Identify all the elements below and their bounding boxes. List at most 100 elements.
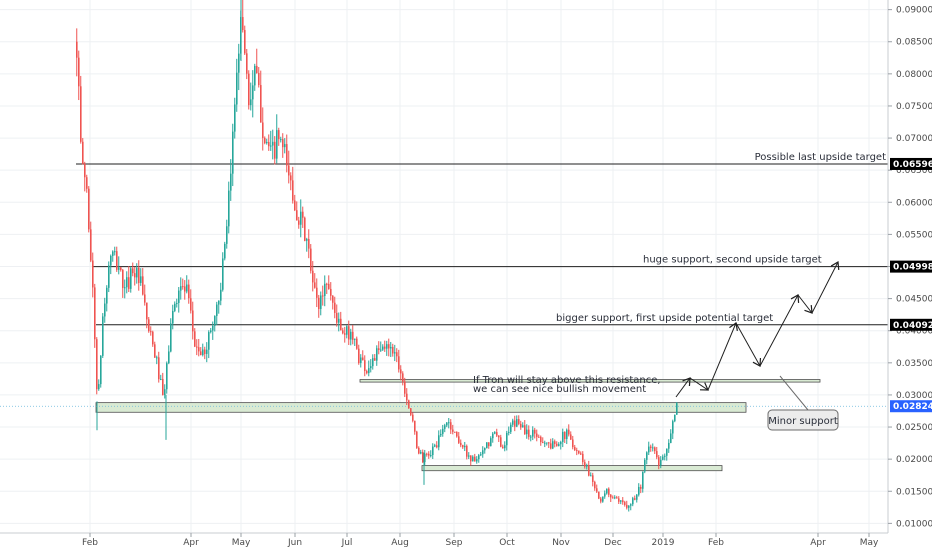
candle (434, 443, 436, 448)
candle-body (514, 420, 516, 427)
candle (510, 422, 512, 435)
candle-body (312, 270, 314, 283)
candle-body (254, 65, 256, 86)
candle-body (608, 488, 610, 495)
candle-body (402, 373, 404, 382)
candle (508, 426, 510, 436)
candle (110, 254, 112, 275)
candle (416, 430, 418, 449)
candle-body (388, 344, 390, 349)
candle (298, 216, 300, 229)
candle-body (668, 442, 670, 449)
candle (88, 186, 90, 233)
candle (330, 282, 332, 301)
candle (208, 330, 210, 359)
candle-body (356, 338, 358, 349)
candle (132, 262, 134, 277)
candle-body (452, 429, 454, 432)
candle-body (394, 352, 396, 354)
candle (538, 434, 540, 438)
candle (506, 430, 508, 451)
candle (142, 268, 144, 296)
candle-body (130, 268, 132, 289)
candle-body (604, 493, 606, 497)
candle-body (168, 351, 170, 364)
candle-body (448, 422, 450, 424)
candle (296, 201, 298, 221)
candle-body (296, 210, 298, 221)
candle (80, 75, 82, 144)
candle-body (308, 238, 310, 249)
candle (310, 244, 312, 274)
candle (584, 459, 586, 469)
minor-support-label: Minor support (768, 416, 838, 427)
candle-body (532, 429, 534, 437)
candle (248, 70, 250, 110)
candle (412, 412, 414, 423)
candle-body (470, 455, 472, 462)
candle-body (408, 400, 410, 409)
candle (440, 429, 442, 438)
candle-body (556, 443, 558, 446)
candle (282, 133, 284, 158)
candle (336, 304, 338, 327)
candle (176, 298, 178, 308)
candle-body (476, 459, 478, 462)
candle (432, 443, 434, 460)
candle-body (96, 339, 98, 390)
candle (268, 134, 270, 151)
candle (640, 484, 642, 494)
candle (308, 229, 310, 259)
candle (108, 261, 110, 293)
level-value-label-bg (890, 260, 932, 273)
candle-body (138, 267, 140, 283)
candle-body (224, 243, 226, 259)
candle-body (252, 85, 254, 100)
candle (290, 172, 292, 191)
candle (178, 287, 180, 313)
candle (404, 377, 406, 398)
candle (174, 301, 176, 313)
candle-body (428, 453, 430, 456)
candle-body (616, 497, 618, 499)
candle (140, 268, 142, 286)
candle-body (100, 355, 102, 385)
candle-body (234, 104, 236, 132)
candle-body (440, 433, 442, 436)
candle (358, 344, 360, 365)
candle (598, 491, 600, 500)
candle (660, 456, 662, 469)
candle (618, 496, 620, 504)
candle-body (562, 431, 564, 442)
candle (116, 246, 118, 272)
candle (428, 451, 430, 459)
candle-body (280, 139, 282, 141)
candle (536, 429, 538, 442)
candle (306, 237, 308, 252)
candle-body (590, 475, 592, 477)
candle (84, 161, 86, 192)
candle (634, 495, 636, 501)
candle (534, 427, 536, 439)
candle-body (264, 137, 266, 144)
level-value-label-bg (890, 318, 932, 331)
candle (230, 159, 232, 201)
candle-body (574, 447, 576, 451)
candle (494, 431, 496, 435)
candle-body (522, 425, 524, 428)
candle (128, 266, 130, 293)
candle-body (194, 331, 196, 347)
candle-body (200, 351, 202, 356)
candle (136, 263, 138, 284)
candle (442, 424, 444, 437)
candle-body (442, 428, 444, 434)
candle-body (368, 368, 370, 374)
candle-body (414, 420, 416, 432)
candle (592, 472, 594, 487)
candle-body (366, 371, 368, 374)
candle (288, 150, 290, 184)
candle-body (146, 302, 148, 320)
candle-body (116, 251, 118, 270)
candle (482, 446, 484, 458)
